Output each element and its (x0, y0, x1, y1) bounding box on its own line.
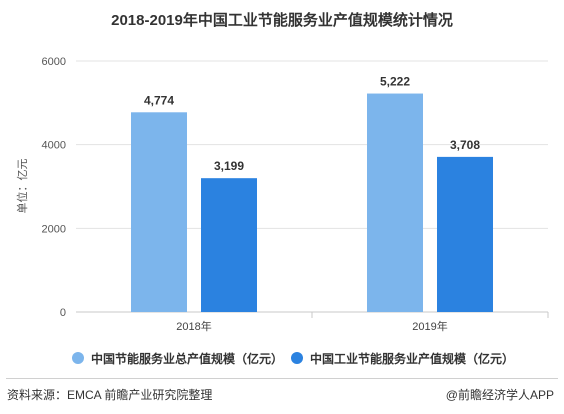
bar-chart: 0 2000 4000 6000 2018年 2019年 4,774 3,199 5,222 3… (15, 56, 549, 333)
source-note: 资料来源：EMCA 前瞻产业研究院整理 (7, 388, 213, 402)
bars (131, 93, 493, 313)
legend-item-industrial[interactable]: 中国工业节能服务业产值规模（亿元） (291, 349, 514, 367)
legend-swatch-industrial (291, 352, 303, 364)
bar-industrial-0[interactable] (201, 178, 257, 312)
y-tick-label: 6000 (42, 56, 66, 68)
footer-divider (6, 378, 558, 379)
x-tick-label: 2018年 (176, 319, 211, 333)
legend-item-total[interactable]: 中国节能服务业总产值规模（亿元） (72, 349, 283, 367)
y-axis-title: 单位：亿元 (15, 159, 29, 214)
legend-label-total: 中国节能服务业总产值规模（亿元） (91, 351, 284, 366)
chart-title: 2018-2019年中国工业节能服务业产值规模统计情况 (111, 12, 453, 29)
bar-industrial-1[interactable] (437, 156, 493, 312)
y-tick-label: 4000 (42, 140, 66, 152)
legend-label-industrial: 中国工业节能服务业产值规模（亿元） (310, 351, 515, 366)
y-tick-label: 0 (60, 307, 66, 319)
data-label: 5,222 (380, 75, 410, 89)
data-label: 3,708 (450, 138, 480, 152)
x-tick-label: 2019年 (412, 319, 447, 333)
data-label: 3,199 (214, 159, 244, 173)
data-label: 4,774 (144, 93, 174, 107)
data-labels: 4,774 3,199 5,222 3,708 (144, 75, 480, 174)
legend-swatch-total (72, 352, 84, 364)
bar-total-0[interactable] (131, 112, 187, 313)
y-tick-label: 2000 (42, 223, 66, 235)
brand-credit: @前瞻经济学人APP (445, 388, 554, 402)
bar-total-1[interactable] (367, 93, 423, 313)
